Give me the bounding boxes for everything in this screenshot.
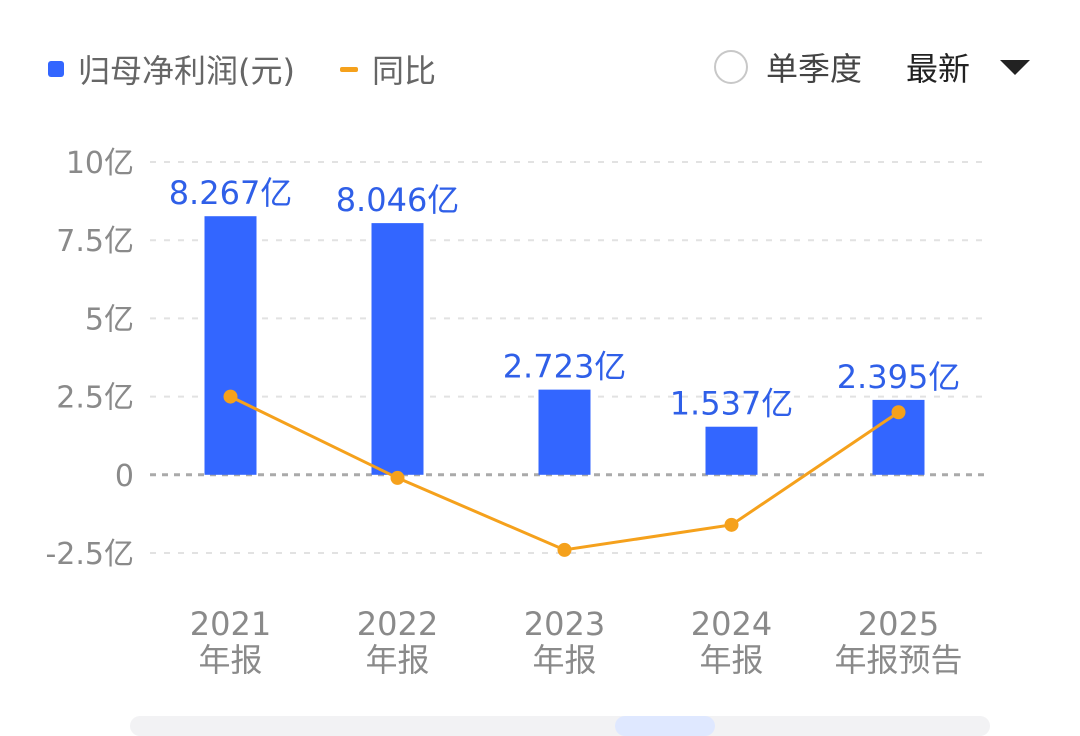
bar-value-label: 2.395亿 [837,358,961,396]
bars [204,216,925,475]
bottom-scroll-handle[interactable] [615,716,715,736]
sort-dropdown[interactable]: 最新 [906,44,1031,90]
legend-bar-swatch [48,61,64,77]
bar [538,389,591,475]
x-tick-label: 年报 [699,641,763,679]
y-tick-label: 10亿 [66,146,134,181]
y-tick-label: -2.5亿 [45,537,134,572]
yoy-point [223,389,238,404]
bar-value-labels: 8.267亿 8.046亿 2.723亿 1.537亿 2.395亿 [169,174,961,423]
y-tick-label: 5亿 [85,302,134,337]
x-tick-label: 年报 [198,641,262,679]
caret-down-icon [1000,59,1031,75]
x-tick-label: 2024 [691,605,772,643]
bar [204,216,257,475]
y-tick-label: 2.5亿 [56,381,134,416]
bar-value-label: 8.046亿 [336,181,460,219]
legend-bar-label: 归母净利润(元) [78,52,295,90]
sort-label: 最新 [906,50,971,88]
bottom-scroll-strip[interactable] [130,716,990,736]
x-tick-label: 年报 [532,641,596,679]
quarter-label: 单季度 [766,50,863,88]
x-tick-label: 2023 [524,605,605,643]
yoy-point [891,405,906,420]
legend-row: 归母净利润(元) 同比 单季度 最新 [0,0,1080,130]
legend-line-swatch [340,66,358,72]
x-tick-label: 2025 [858,605,939,643]
bar-value-label: 8.267亿 [169,174,293,212]
x-tick-label: 年报预告 [834,641,962,679]
y-axis-ticks: 10亿 7.5亿 5亿 2.5亿 0 -2.5亿 [45,146,134,572]
y-tick-label: 7.5亿 [56,224,134,259]
x-tick-label: 年报 [365,641,429,679]
x-tick-label: 2022 [357,605,438,643]
radio-icon[interactable] [714,50,748,84]
yoy-point [390,470,405,485]
legend-line-label: 同比 [372,52,437,90]
bar-value-label: 1.537亿 [670,385,794,423]
legend-line-item[interactable]: 同比 [340,46,436,92]
y-tick-label: 0 [115,459,134,494]
yoy-point [724,517,739,532]
bar [371,223,424,475]
yoy-line [223,389,906,557]
yoy-point [557,542,572,557]
bar-value-label: 2.723亿 [503,348,627,386]
legend-bar-item[interactable]: 归母净利润(元) [48,46,295,92]
x-tick-label: 2021 [190,605,271,643]
bar [705,426,758,475]
quarter-toggle[interactable]: 单季度 [714,44,862,90]
